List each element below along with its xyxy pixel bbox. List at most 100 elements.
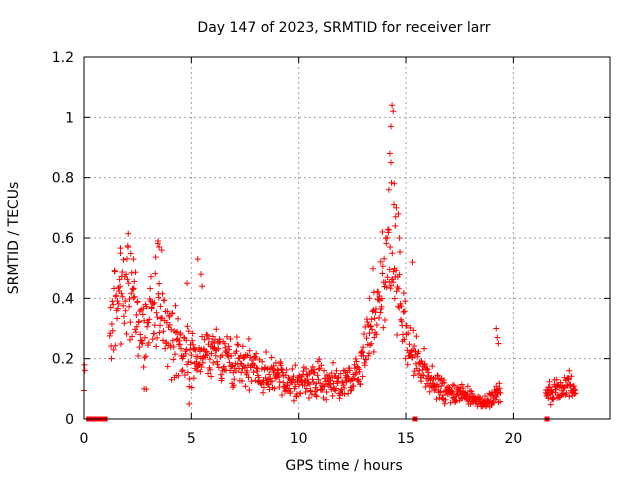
- data-point: [228, 363, 235, 370]
- data-point: [421, 360, 428, 367]
- data-point: [201, 336, 208, 343]
- data-point: [565, 376, 572, 383]
- data-point: [494, 334, 501, 341]
- data-point: [400, 289, 407, 296]
- data-point: [323, 396, 330, 403]
- data-point: [186, 400, 193, 407]
- data-point: [305, 395, 312, 402]
- data-point: [242, 383, 249, 390]
- data-point: [184, 323, 191, 330]
- data-point: [164, 308, 171, 315]
- data-point: [369, 265, 376, 272]
- data-point: [390, 268, 397, 275]
- data-point: [452, 398, 459, 405]
- data-point: [269, 378, 276, 385]
- data-point: [334, 380, 341, 387]
- data-point: [248, 378, 255, 385]
- data-point: [120, 256, 127, 263]
- data-point: [395, 210, 402, 217]
- data-point: [198, 346, 205, 353]
- data-point: [302, 365, 309, 372]
- data-point: [313, 380, 320, 387]
- data-point: [118, 290, 125, 297]
- data-point: [191, 346, 198, 353]
- data-point: [148, 304, 155, 311]
- data-point: [233, 368, 240, 375]
- data-point: [426, 388, 433, 395]
- data-point: [240, 363, 247, 370]
- data-point: [210, 359, 217, 366]
- data-point: [302, 389, 309, 396]
- data-point: [123, 330, 130, 337]
- data-point: [113, 292, 120, 299]
- data-point: [393, 204, 400, 211]
- data-point: [123, 271, 130, 278]
- data-point: [168, 326, 175, 333]
- data-point: [407, 324, 414, 331]
- data-point: [122, 307, 129, 314]
- data-point: [398, 303, 405, 310]
- data-point: [250, 369, 257, 376]
- data-point: [366, 330, 373, 337]
- data-point: [109, 298, 116, 305]
- data-point: [401, 308, 408, 315]
- data-point: [139, 340, 146, 347]
- data-point: [397, 249, 404, 256]
- data-point: [153, 334, 160, 341]
- y-tick-labels: 0 0.2 0.4 0.6 0.8 1 1.2: [52, 50, 74, 428]
- data-point: [373, 321, 380, 328]
- data-point: [163, 319, 170, 326]
- data-point: [214, 361, 221, 368]
- data-point: [169, 337, 176, 344]
- data-point: [173, 336, 180, 343]
- data-point: [160, 337, 167, 344]
- data-point: [303, 385, 310, 392]
- data-point: [366, 295, 373, 302]
- data-point: [316, 365, 323, 372]
- data-point: [156, 244, 163, 251]
- data-point: [199, 283, 206, 290]
- data-point: [150, 301, 157, 308]
- x-tick-label: 0: [80, 431, 89, 447]
- data-point: [198, 364, 205, 371]
- data-point: [199, 359, 206, 366]
- data-point: [266, 386, 273, 393]
- data-point: [368, 316, 375, 323]
- data-point: [439, 395, 446, 402]
- x-tick-labels: 0 5 10 15 20: [80, 431, 523, 447]
- data-point: [132, 269, 139, 276]
- data-point: [135, 318, 142, 325]
- data-point: [433, 396, 440, 403]
- data-point: [321, 383, 328, 390]
- data-point: [496, 385, 503, 392]
- data-point: [377, 309, 384, 316]
- data-point: [389, 102, 396, 109]
- data-point: [410, 327, 417, 334]
- data-point: [380, 324, 387, 331]
- data-point: [137, 331, 144, 338]
- data-point: [152, 254, 159, 261]
- data-point: [391, 180, 398, 187]
- data-point: [271, 385, 278, 392]
- data-point: [129, 333, 136, 340]
- data-point: [351, 375, 358, 382]
- data-point: [373, 331, 380, 338]
- data-point: [369, 326, 376, 333]
- data-point: [340, 367, 347, 374]
- data-point: [482, 393, 489, 400]
- data-point: [360, 344, 367, 351]
- data-point: [130, 285, 137, 292]
- data-point: [265, 381, 272, 388]
- data-point: [122, 298, 129, 305]
- data-point: [423, 365, 430, 372]
- x-tick-label: 10: [290, 431, 308, 447]
- data-point: [187, 346, 194, 353]
- data-point: [437, 388, 444, 395]
- data-point: [309, 391, 316, 398]
- data-point: [146, 316, 153, 323]
- data-point: [364, 318, 371, 325]
- data-point: [152, 270, 159, 277]
- data-point: [178, 345, 185, 352]
- data-point: [151, 322, 158, 329]
- data-point: [209, 333, 216, 340]
